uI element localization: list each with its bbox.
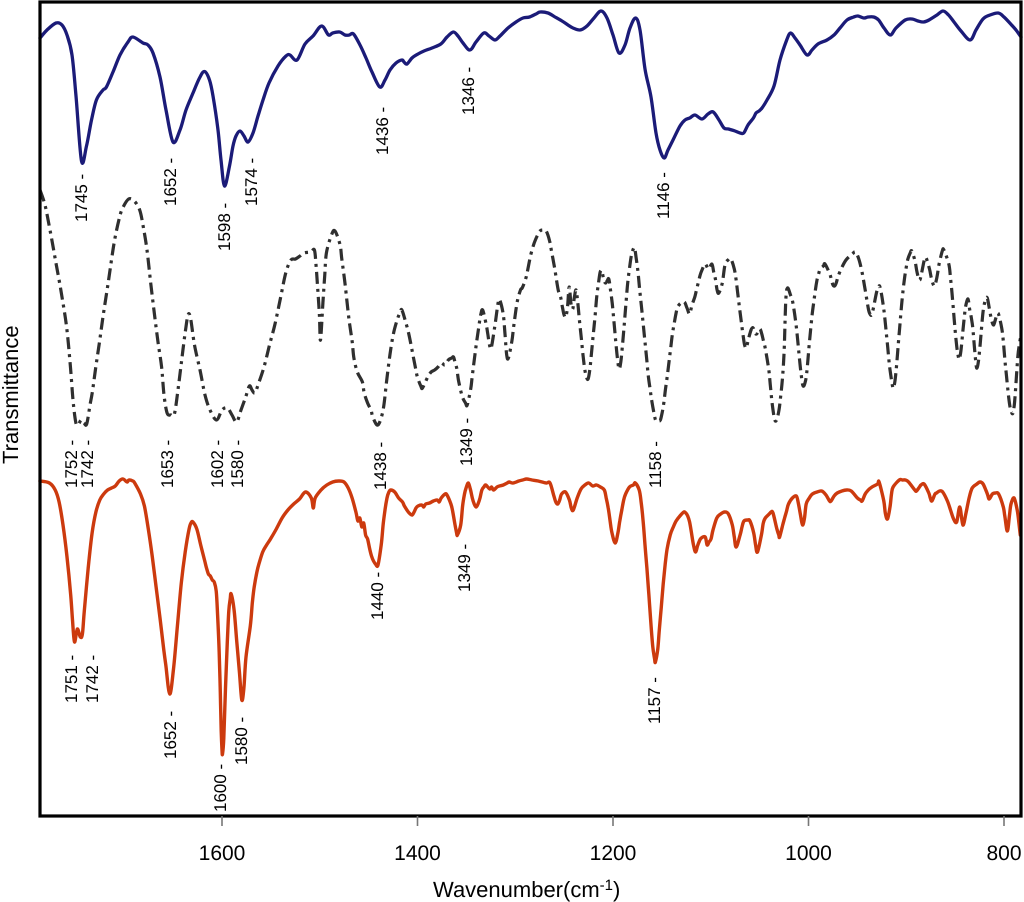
svg-text:1751 -: 1751 - xyxy=(62,655,81,703)
svg-text:1752 -: 1752 - xyxy=(62,440,81,488)
svg-text:1580 -: 1580 - xyxy=(232,717,251,765)
svg-text:1600: 1600 xyxy=(199,842,246,865)
svg-text:1438 -: 1438 - xyxy=(371,442,390,490)
svg-text:1742 -: 1742 - xyxy=(83,655,102,703)
svg-text:Wavenumber(cm-1): Wavenumber(cm-1) xyxy=(433,877,620,902)
svg-text:1158 -: 1158 - xyxy=(646,441,665,488)
svg-text:1346 -: 1346 - xyxy=(459,67,478,115)
svg-text:Transmittance: Transmittance xyxy=(0,325,23,464)
svg-text:800: 800 xyxy=(986,842,1021,865)
svg-text:1200: 1200 xyxy=(590,842,637,865)
svg-text:1653 -: 1653 - xyxy=(158,440,177,488)
svg-text:1440 -: 1440 - xyxy=(368,572,387,620)
svg-text:1652 -: 1652 - xyxy=(161,158,180,206)
svg-text:1000: 1000 xyxy=(785,842,832,865)
svg-text:1600 -: 1600 - xyxy=(211,764,230,812)
svg-text:1598 -: 1598 - xyxy=(215,203,234,251)
svg-text:1742 -: 1742 - xyxy=(78,440,97,488)
svg-text:1436 -: 1436 - xyxy=(373,107,392,155)
svg-text:1652 -: 1652 - xyxy=(161,711,180,759)
svg-text:1580 -: 1580 - xyxy=(228,440,247,488)
svg-text:1602 -: 1602 - xyxy=(208,440,227,488)
svg-text:1157 -: 1157 - xyxy=(645,677,664,724)
svg-text:1574 -: 1574 - xyxy=(242,158,261,206)
svg-text:1146 -: 1146 - xyxy=(654,172,673,219)
svg-text:1745 -: 1745 - xyxy=(72,174,91,222)
svg-text:1400: 1400 xyxy=(394,842,441,865)
svg-text:1349 -: 1349 - xyxy=(455,544,474,592)
svg-text:1349 -: 1349 - xyxy=(457,418,476,466)
